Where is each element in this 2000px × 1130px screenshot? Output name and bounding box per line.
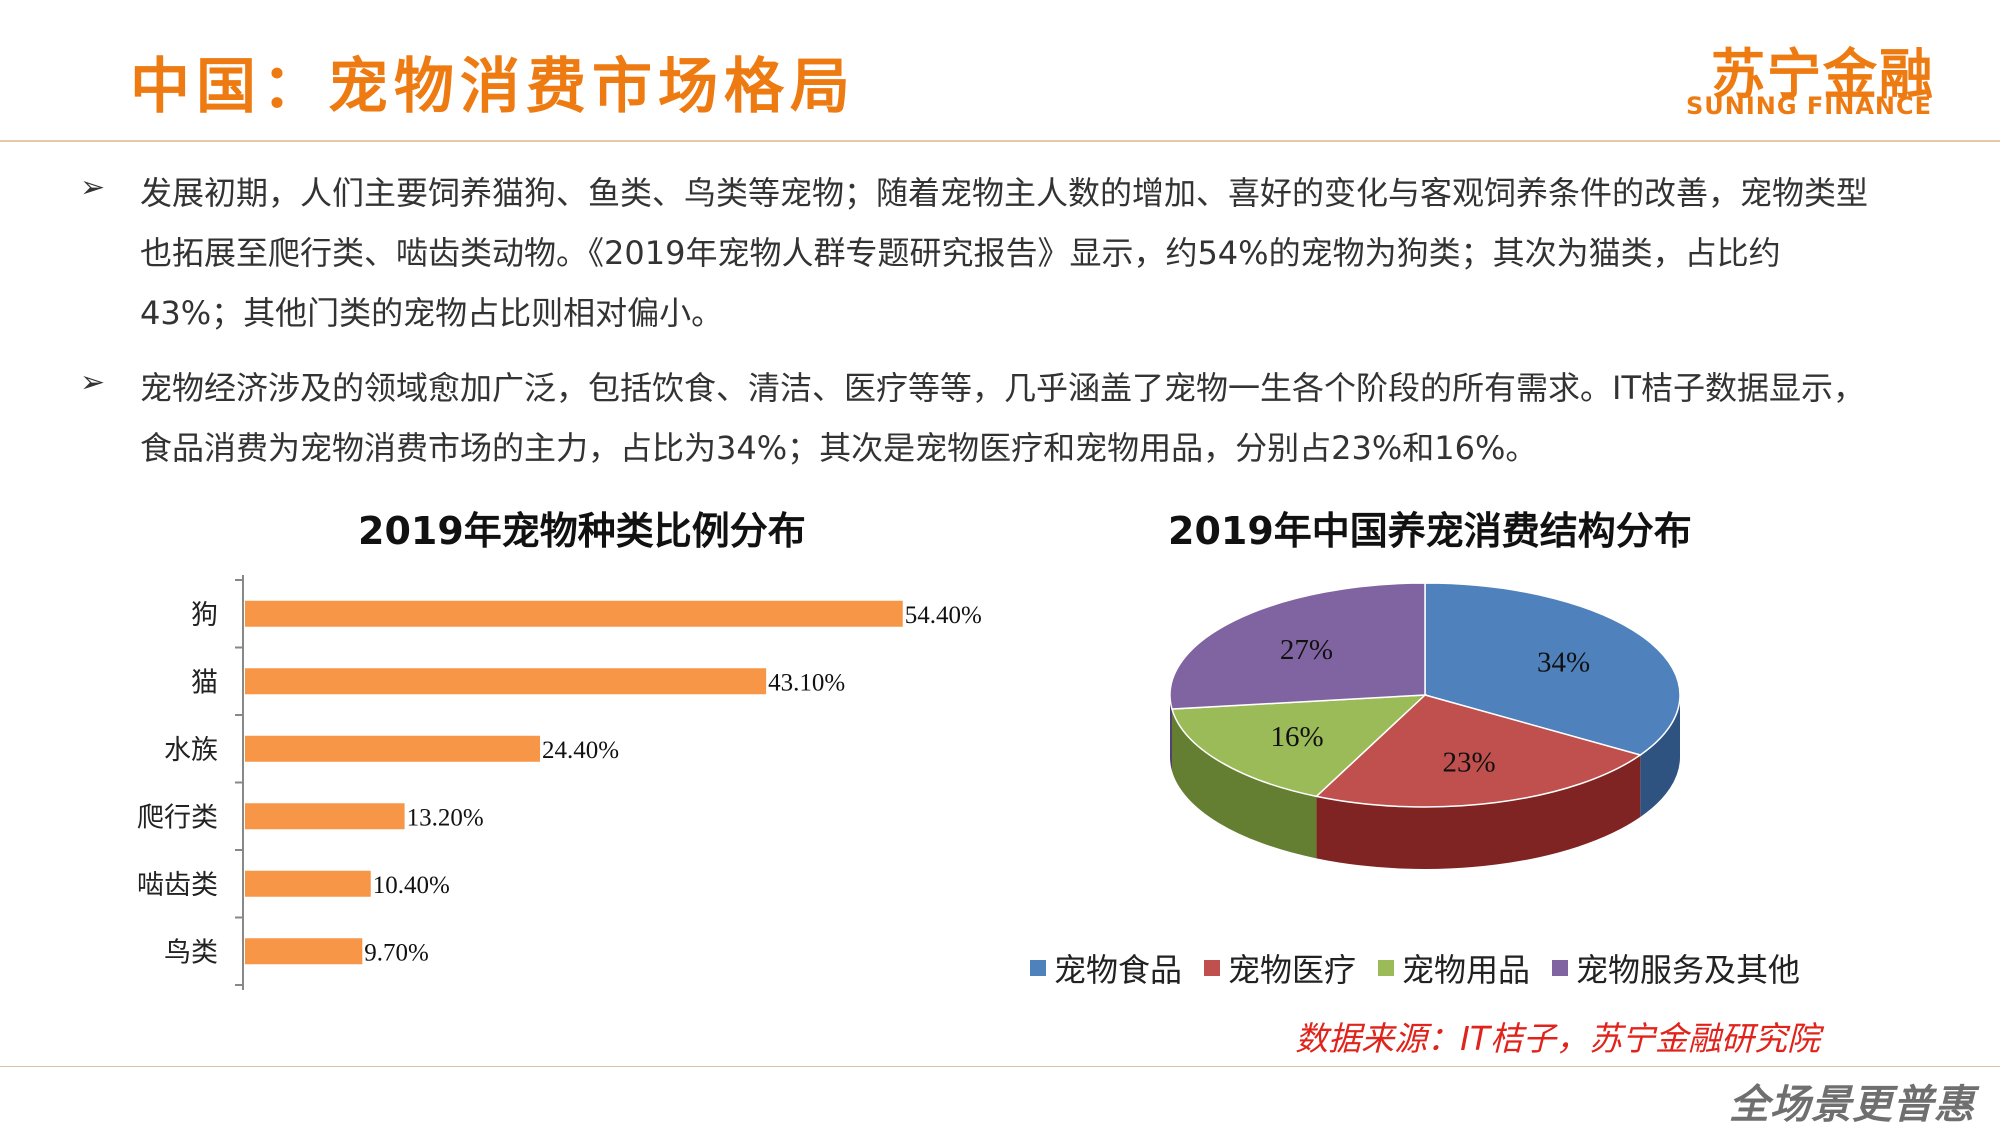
page-title: 中国：宠物消费市场格局 <box>130 52 856 122</box>
legend-item: 宠物食品 <box>1030 945 1182 991</box>
bullet-paragraph: 宠物经济涉及的领域愈加广泛，包括饮食、清洁、医疗等等，几乎涵盖了宠物一生各个阶段… <box>140 369 1865 467</box>
data-label: 43.10% <box>768 669 845 696</box>
logo-en: SUNING FINANCE <box>1685 92 1932 120</box>
legend-swatch <box>1378 960 1395 976</box>
legend-swatch <box>1552 960 1569 976</box>
legend-item: 宠物服务及其他 <box>1552 945 1800 991</box>
bar <box>245 600 903 627</box>
category-label: 水族 <box>164 735 218 765</box>
bar-chart: 狗 54.40% 猫 43.10% 水族 24.40% 爬行类 13.20% 啮齿类 10.40%… <box>137 575 982 990</box>
pie-sides <box>1170 695 1680 869</box>
legend-label: 宠物医疗 <box>1228 952 1357 988</box>
slogan: 全场景更普惠 <box>1729 1082 1975 1128</box>
pie-slice <box>1171 694 1428 798</box>
legend-label: 宠物食品 <box>1054 952 1183 988</box>
pie-slice-side <box>1170 695 1173 772</box>
category-label: 爬行类 <box>137 802 218 832</box>
data-label: 10.40% <box>373 872 450 899</box>
bullet-marker: ➢ <box>80 365 106 400</box>
pie-data-label: 27% <box>1280 634 1333 666</box>
bar <box>245 870 371 897</box>
bar-chart-title: 2019年宠物种类比例分布 <box>358 509 806 553</box>
bar <box>245 938 363 965</box>
pie-data-label: 16% <box>1271 721 1324 753</box>
data-label: 24.40% <box>542 737 619 764</box>
data-label: 13.20% <box>407 804 484 831</box>
header-divider <box>0 140 2000 142</box>
pie-slice-side <box>1172 709 1317 859</box>
category-label: 狗 <box>191 600 218 630</box>
category-label: 啮齿类 <box>137 870 218 900</box>
pie-data-label: 34% <box>1537 647 1590 679</box>
category-label: 猫 <box>191 667 218 697</box>
bullet-paragraph: 发展初期，人们主要饲养猫狗、鱼类、鸟类等宠物；随着宠物主人数的增加、喜好的变化与… <box>140 174 1869 332</box>
pie-data-label: 23% <box>1443 747 1496 779</box>
legend-swatch <box>1030 960 1046 976</box>
bar <box>245 668 767 695</box>
bar <box>245 735 541 762</box>
data-label: 54.40% <box>905 602 982 629</box>
bar <box>245 803 405 830</box>
legend-item: 宠物医疗 <box>1204 945 1356 991</box>
pie-chart-title: 2019年中国养宠消费结构分布 <box>1168 509 1692 553</box>
pie-slice <box>1314 694 1643 808</box>
category-label: 鸟类 <box>164 937 218 967</box>
bullet-marker: ➢ <box>80 170 106 205</box>
pie-legend: 宠物食品 宠物医疗 宠物用品 宠物服务及其他 <box>1030 945 1800 991</box>
legend-item: 宠物用品 <box>1378 945 1530 991</box>
data-label: 9.70% <box>364 939 429 966</box>
data-source: 数据来源：IT桔子，苏宁金融研究院 <box>1295 1019 1820 1058</box>
logo-cn: 苏宁金融 <box>1711 43 1935 106</box>
pie-slice <box>1169 582 1426 710</box>
footer-divider <box>0 1066 2000 1067</box>
legend-swatch <box>1204 960 1221 976</box>
legend-label: 宠物服务及其他 <box>1576 952 1801 988</box>
pie-slice-side <box>1640 695 1680 818</box>
pie-chart: 34% 23% 16% 27% <box>1169 582 1681 869</box>
pie-slice-side <box>1316 755 1641 869</box>
legend-label: 宠物用品 <box>1402 952 1531 988</box>
